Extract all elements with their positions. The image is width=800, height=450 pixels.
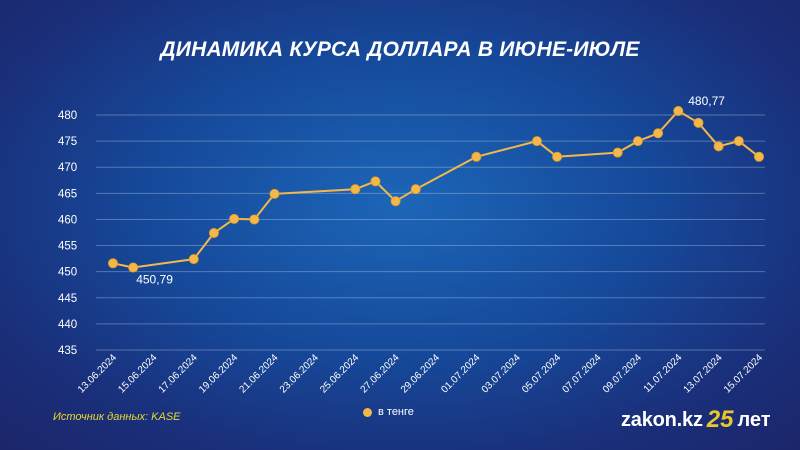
y-tick-label: 445 [58,293,77,305]
data-point [370,176,381,187]
y-tick-label: 465 [58,188,77,200]
data-label: 480,77 [688,94,725,108]
brand-site: zakon.kz [621,408,703,431]
data-point [673,105,684,116]
x-tick-label: 21.06.2024 [237,352,280,395]
annotations: 450,79 480,77 [136,94,725,287]
data-point [390,196,401,207]
data-label: 450,79 [136,273,173,287]
data-point [108,258,119,269]
data-point [653,128,664,139]
data-point [693,117,704,128]
data-point [229,213,240,224]
data-point [410,184,421,195]
x-tick-label: 11.07.2024 [642,352,685,395]
x-tick-label: 01.07.2024 [439,352,482,395]
y-tick-label: 435 [58,345,77,357]
series-line [112,110,760,269]
data-point [733,136,744,147]
gridlines [96,114,765,351]
x-tick-label: 19.06.2024 [197,352,240,395]
chart-title: ДИНАМИКА КУРСА ДОЛЛАРА В ИЮНЕ-ИЮЛЕ [160,38,640,61]
x-tick-labels: 13.06.202415.06.202417.06.202419.06.2024… [76,352,765,395]
series-layer [108,105,765,273]
x-tick-label: 03.07.2024 [480,352,523,395]
x-tick-label: 07.07.2024 [560,352,603,395]
x-tick-label: 23.06.2024 [278,352,321,395]
data-point [269,188,280,199]
data-point [612,147,623,158]
data-point [208,228,219,239]
data-point [632,136,643,147]
x-tick-label: 25.06.2024 [318,352,361,395]
legend-label: в тенге [378,406,414,418]
x-tick-label: 15.06.2024 [116,352,159,395]
data-point [471,151,482,162]
x-tick-label: 15.07.2024 [722,352,765,395]
data-point [128,262,139,273]
data-point [713,141,724,152]
brand-word: лет [737,408,771,431]
y-tick-label: 460 [58,214,77,226]
brand-number: 25 [706,406,734,433]
brand-logo: zakon.kz 25 лет [621,408,771,432]
data-source-note: Источник данных: KASE [53,411,181,423]
x-tick-label: 29.06.2024 [399,352,442,395]
data-point [188,254,199,265]
x-tick-label: 05.07.2024 [520,352,563,395]
data-point [249,214,260,225]
x-tick-label: 09.07.2024 [601,352,644,395]
legend-marker-icon [363,407,372,417]
data-point [531,136,542,147]
x-tick-label: 13.06.2024 [76,352,119,395]
y-tick-labels: 435 440 445 450 455 460 465 470 475 480 [58,110,77,357]
y-tick-label: 480 [58,110,77,122]
y-tick-label: 470 [58,162,77,174]
data-point [754,151,765,162]
x-tick-label: 27.06.2024 [359,352,402,395]
legend: в тенге [363,403,414,421]
y-tick-label: 475 [58,136,77,148]
y-tick-label: 450 [58,267,77,279]
x-tick-label: 13.07.2024 [682,352,725,395]
y-tick-label: 440 [58,319,77,331]
data-point [552,151,563,162]
data-point [350,184,361,195]
y-tick-label: 455 [58,241,77,253]
x-tick-label: 17.06.2024 [157,352,200,395]
